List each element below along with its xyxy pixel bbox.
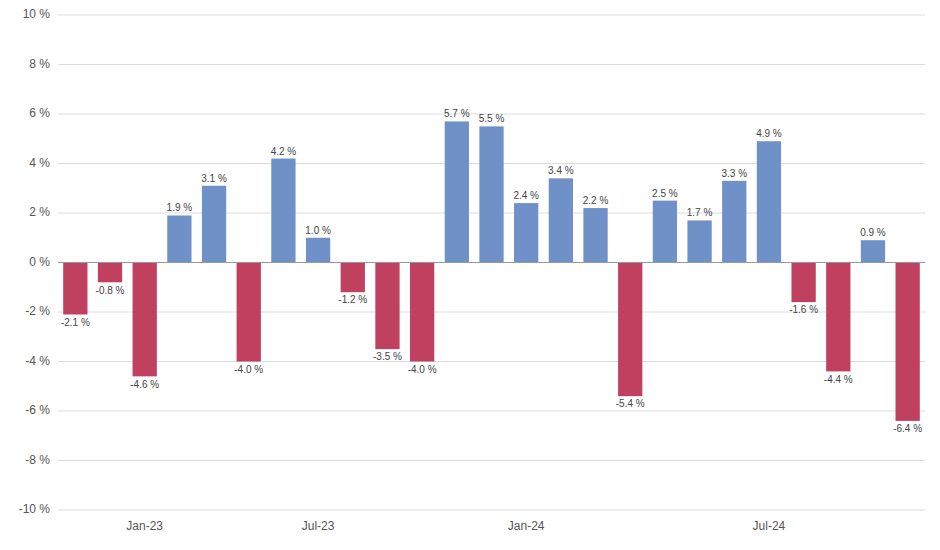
data-label: -6.4 %	[893, 423, 922, 434]
bar	[410, 263, 434, 362]
grid-line	[58, 411, 925, 412]
bar	[167, 215, 191, 262]
data-label: 3.4 %	[548, 165, 574, 176]
y-tick-label: -2 %	[25, 304, 50, 318]
y-tick-label: -10 %	[19, 502, 51, 516]
y-tick-label: 2 %	[29, 205, 50, 219]
bar	[687, 220, 711, 262]
data-label: 2.4 %	[513, 190, 539, 201]
y-tick-label: 8 %	[29, 57, 50, 71]
bar	[896, 263, 920, 421]
bar	[549, 178, 573, 262]
y-tick-label: 6 %	[29, 106, 50, 120]
data-label: 0.9 %	[860, 227, 886, 238]
y-tick-label: -6 %	[25, 403, 50, 417]
bars	[63, 121, 920, 420]
bar	[98, 263, 122, 283]
data-label: -3.5 %	[373, 351, 402, 362]
y-tick-label: -8 %	[25, 453, 50, 467]
bar	[63, 263, 87, 315]
bar	[479, 126, 503, 262]
data-label: 2.5 %	[652, 188, 678, 199]
bar	[375, 263, 399, 350]
data-label: 5.5 %	[479, 113, 505, 124]
x-tick-label: Jul-24	[753, 519, 786, 533]
bar	[271, 159, 295, 263]
bar	[445, 121, 469, 262]
data-label: -0.8 %	[96, 285, 125, 296]
data-label: 1.0 %	[305, 225, 331, 236]
bar	[618, 263, 642, 397]
data-label: 1.9 %	[167, 202, 193, 213]
bar	[653, 201, 677, 263]
bar	[514, 203, 538, 262]
bar	[757, 141, 781, 262]
bar	[237, 263, 261, 362]
data-label: 3.1 %	[201, 173, 227, 184]
grid-line	[58, 64, 925, 65]
x-tick-label: Jan-23	[126, 519, 163, 533]
data-label: 4.9 %	[756, 128, 782, 139]
bar	[133, 263, 157, 377]
data-label: -5.4 %	[616, 398, 645, 409]
data-label: 4.2 %	[271, 146, 297, 157]
y-tick-label: 10 %	[23, 7, 51, 21]
bar	[583, 208, 607, 262]
grid-line	[58, 510, 925, 511]
bar	[722, 181, 746, 263]
data-label: 5.7 %	[444, 108, 470, 119]
grid-line	[58, 262, 925, 263]
data-label: 2.2 %	[583, 195, 609, 206]
y-tick-label: 0 %	[29, 255, 50, 269]
bar	[826, 263, 850, 372]
zero-line	[58, 262, 925, 263]
chart: -10 % -8 % -6 % -4 % -2 % 0 % 2 % 4 % 6 % 8 % 10 %…	[0, 0, 940, 550]
data-label: -2.1 %	[61, 317, 90, 328]
y-tick-label: 4 %	[29, 156, 50, 170]
grid-line	[58, 15, 925, 16]
data-label: 1.7 %	[687, 207, 713, 218]
bar	[306, 238, 330, 263]
data-label: -4.0 %	[408, 364, 437, 375]
data-label: -4.0 %	[234, 364, 263, 375]
data-label: -1.2 %	[338, 294, 367, 305]
data-label: 3.3 %	[721, 168, 747, 179]
bar	[791, 263, 815, 303]
bar	[341, 263, 365, 293]
y-tick-label: -4 %	[25, 354, 50, 368]
grid	[58, 15, 925, 510]
x-tick-label: Jul-23	[302, 519, 335, 533]
grid-line	[58, 460, 925, 461]
data-label: -4.4 %	[824, 374, 853, 385]
grid-line	[58, 361, 925, 362]
bar	[202, 186, 226, 263]
data-label: -1.6 %	[789, 304, 818, 315]
data-label: -4.6 %	[130, 379, 159, 390]
x-tick-label: Jan-24	[508, 519, 545, 533]
bar	[861, 240, 885, 262]
